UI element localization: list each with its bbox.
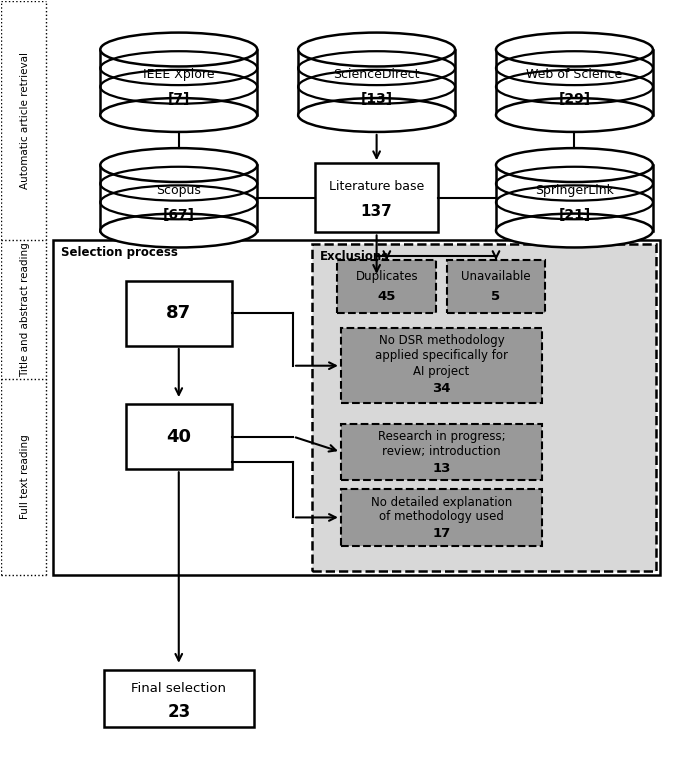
Text: Literature base: Literature base <box>329 180 424 192</box>
Ellipse shape <box>100 98 258 132</box>
Text: 17: 17 <box>432 527 451 540</box>
Text: [67]: [67] <box>163 208 195 222</box>
Text: Full text reading: Full text reading <box>21 434 30 519</box>
Text: 5: 5 <box>491 290 501 303</box>
Text: No detailed explanation: No detailed explanation <box>371 495 512 509</box>
Text: IEEE Xplore: IEEE Xplore <box>143 68 214 81</box>
Bar <box>496 49 653 115</box>
Text: [21]: [21] <box>558 208 590 222</box>
Text: No DSR methodology: No DSR methodology <box>379 334 504 347</box>
Text: Web of Science: Web of Science <box>526 68 623 81</box>
Text: Selection process: Selection process <box>61 247 177 259</box>
Text: [7]: [7] <box>168 92 190 106</box>
Text: Title and abstract reading: Title and abstract reading <box>21 242 30 377</box>
Ellipse shape <box>100 148 258 182</box>
FancyBboxPatch shape <box>315 163 438 233</box>
Ellipse shape <box>100 32 258 66</box>
Ellipse shape <box>100 213 258 247</box>
FancyBboxPatch shape <box>103 669 254 727</box>
FancyBboxPatch shape <box>341 424 542 480</box>
Text: of methodology used: of methodology used <box>379 510 504 523</box>
Text: applied specifically for: applied specifically for <box>375 349 508 363</box>
Text: 34: 34 <box>432 383 451 395</box>
Text: 13: 13 <box>432 461 451 475</box>
Text: 23: 23 <box>167 703 190 720</box>
Text: Research in progress;: Research in progress; <box>377 430 506 443</box>
Ellipse shape <box>496 148 653 182</box>
FancyBboxPatch shape <box>341 328 542 404</box>
Text: ScienceDirect: ScienceDirect <box>334 68 420 81</box>
Text: Scopus: Scopus <box>156 184 201 196</box>
Text: [13]: [13] <box>360 92 393 106</box>
FancyBboxPatch shape <box>338 261 436 312</box>
Text: Automatic article retrieval: Automatic article retrieval <box>21 53 30 189</box>
FancyBboxPatch shape <box>447 261 545 312</box>
Ellipse shape <box>298 98 455 132</box>
Ellipse shape <box>496 32 653 66</box>
Text: Final selection: Final selection <box>132 682 226 695</box>
Text: 87: 87 <box>166 305 191 322</box>
Text: [29]: [29] <box>558 92 590 106</box>
Text: SpringerLink: SpringerLink <box>535 184 614 196</box>
Text: 137: 137 <box>361 204 393 220</box>
FancyBboxPatch shape <box>53 240 660 575</box>
Text: 45: 45 <box>377 290 396 303</box>
FancyBboxPatch shape <box>312 244 656 571</box>
Text: review; introduction: review; introduction <box>382 444 501 458</box>
Ellipse shape <box>496 213 653 247</box>
Text: 40: 40 <box>166 427 191 445</box>
FancyBboxPatch shape <box>126 404 232 469</box>
Ellipse shape <box>496 98 653 132</box>
Ellipse shape <box>298 32 455 66</box>
Text: AI project: AI project <box>413 366 469 378</box>
Text: Unavailable: Unavailable <box>461 270 531 283</box>
Bar <box>100 49 258 115</box>
Text: Exclusions: Exclusions <box>320 250 389 263</box>
FancyBboxPatch shape <box>126 281 232 346</box>
Bar <box>496 165 653 230</box>
FancyBboxPatch shape <box>341 489 542 546</box>
Text: Duplicates: Duplicates <box>356 270 418 283</box>
Bar <box>100 165 258 230</box>
Bar <box>298 49 455 115</box>
